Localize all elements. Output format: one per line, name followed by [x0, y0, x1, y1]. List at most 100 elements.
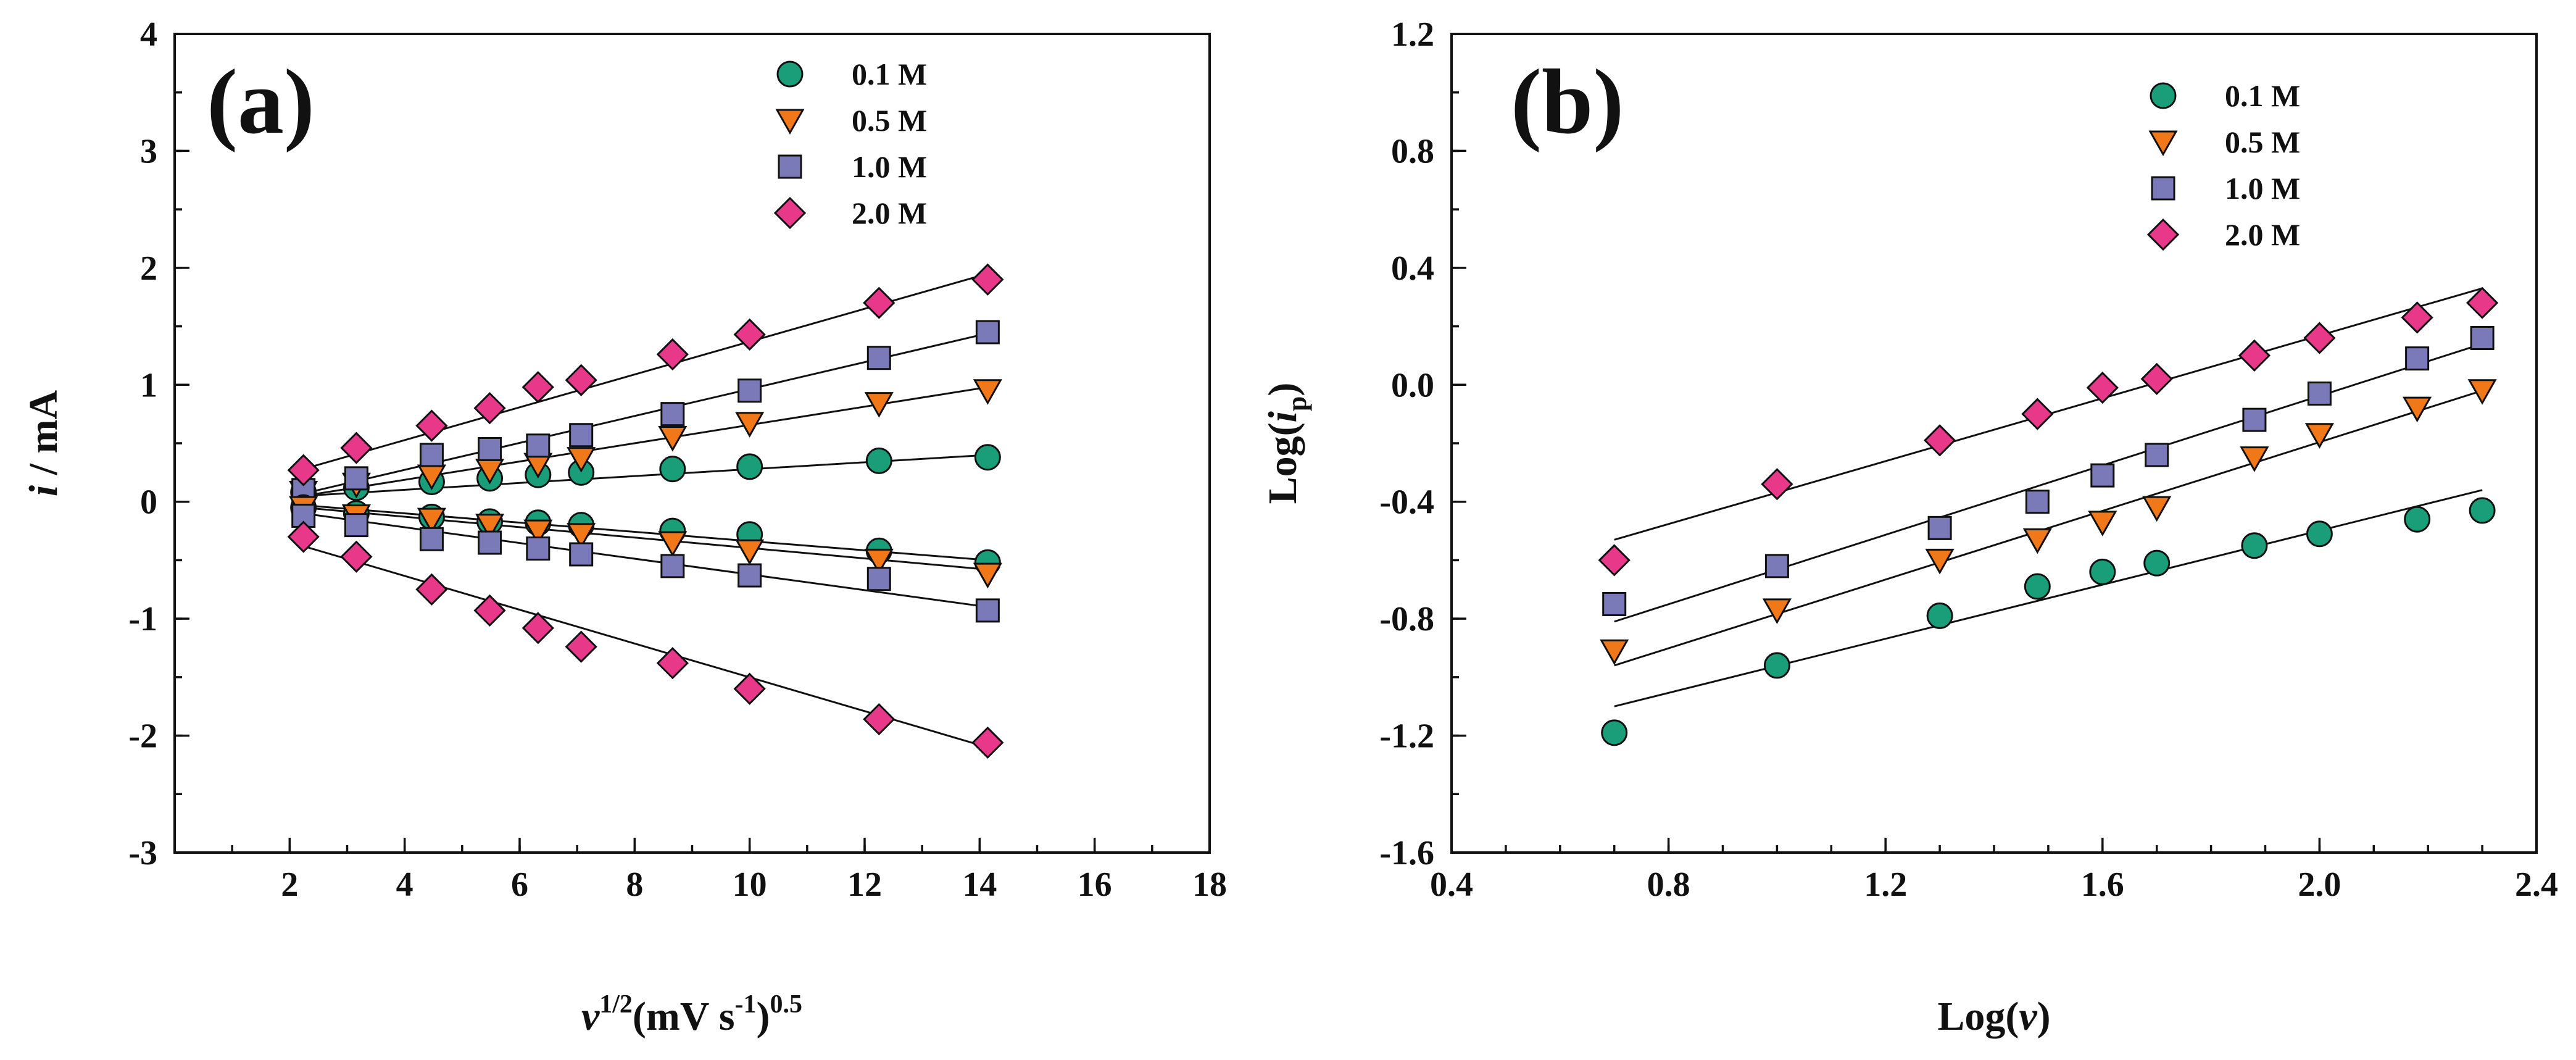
legend-b: 0.1 M 0.5 M 1.0 M 2.0 M — [2146, 78, 2300, 252]
data-point-b-0.1m — [2024, 573, 2051, 600]
y-axis-title-b-post: ) — [1260, 383, 1305, 396]
data-point-b-1.0m — [2307, 381, 2332, 406]
legend-marker-a — [778, 154, 802, 179]
legend-label-b: 0.5 M — [2225, 125, 2300, 159]
data-point-b-1.0m — [2025, 490, 2050, 514]
legend-label-b: 2.0 M — [2225, 217, 2300, 252]
data-point-a-0.5m — [973, 562, 1002, 589]
y-tick-label-b: -1.6 — [1379, 834, 1434, 872]
x-axis-title-b-post: ) — [2037, 994, 2051, 1039]
ticks-b: 0.4 0.8 1.2 1.6 2.0 2.4 -1.6 -1.2 -0.8 -0.4 0.0 0.4… — [1379, 15, 2558, 904]
data-point-b-0.5m — [1762, 598, 1792, 624]
y-tick-label-a: -3 — [128, 834, 157, 872]
data-point-b-1.0m — [2470, 326, 2495, 351]
x-tick-label-a: 2 — [281, 866, 298, 904]
legend-marker-b — [2146, 218, 2180, 251]
data-point-a-1.0m — [866, 567, 891, 591]
y-tick-label-a: 4 — [140, 15, 157, 54]
data-point-b-1.0m — [2145, 443, 2169, 467]
data-point-b-2.0m — [2086, 371, 2119, 404]
data-point-b-0.1m — [2143, 549, 2171, 577]
y-axis-title-b: Log(ip) — [1260, 383, 1312, 504]
panel-label-a: (a) — [207, 51, 315, 153]
data-point-a-2.0m — [415, 573, 448, 606]
y-tick-label-a: 1 — [140, 366, 157, 404]
x-axis-title-a-close: ) — [757, 994, 770, 1039]
fit-line-b — [1614, 489, 2483, 707]
data-point-b-0.5m — [2403, 396, 2432, 423]
y-tick-label-a: 3 — [140, 132, 157, 170]
data-point-a-0.5m — [864, 392, 894, 418]
data-point-a-1.0m — [526, 433, 551, 458]
legend-marker-b — [2148, 130, 2178, 157]
data-point-b-1.0m — [1764, 554, 1789, 578]
legend-label-a: 2.0 M — [852, 196, 927, 230]
legend-label-a: 0.5 M — [852, 103, 927, 138]
x-tick-label-a: 4 — [396, 866, 413, 904]
data-point-a-2.0m — [473, 392, 506, 425]
data-point-b-0.1m — [1601, 719, 1628, 746]
data-point-a-2.0m — [863, 286, 895, 319]
data-point-a-0.1m — [659, 456, 686, 483]
data-point-a-2.0m — [287, 454, 320, 486]
data-point-a-0.5m — [417, 507, 447, 534]
data-point-a-1.0m — [478, 530, 502, 555]
y-tick-label-b: 1.2 — [1391, 15, 1434, 54]
data-point-b-2.0m — [2401, 301, 2433, 334]
x-axis-title-a: ν1/2(mV s-1)0.5 — [581, 990, 802, 1039]
data-point-a-2.0m — [971, 726, 1004, 759]
data-point-b-2.0m — [2021, 398, 2054, 430]
data-point-b-0.1m — [2089, 558, 2116, 585]
legend-label-a: 1.0 M — [852, 149, 927, 184]
data-point-b-0.5m — [2240, 446, 2269, 472]
y-axis-title-a: i / mA — [21, 390, 66, 497]
data-point-a-1.0m — [344, 466, 368, 491]
data-point-a-0.1m — [736, 453, 763, 480]
data-point-b-0.1m — [1763, 652, 1790, 679]
data-point-b-2.0m — [2303, 322, 2336, 354]
data-point-a-2.0m — [733, 672, 766, 705]
y-tick-label-b: -0.4 — [1379, 483, 1434, 522]
data-point-a-2.0m — [521, 370, 554, 404]
plot-frame-a — [173, 33, 1211, 854]
data-point-b-0.5m — [2088, 511, 2117, 536]
x-axis-title-a-sup3: 0.5 — [770, 990, 803, 1019]
x-tick-label-a: 14 — [962, 866, 997, 904]
data-point-a-0.5m — [735, 539, 765, 565]
data-point-a-1.0m — [660, 554, 685, 578]
x-tick-label-a: 16 — [1078, 866, 1112, 904]
data-point-b-2.0m — [1923, 424, 1956, 457]
fit-line-b — [1614, 343, 2483, 623]
legend-marker-a — [775, 109, 805, 135]
data-point-a-0.5m — [523, 519, 553, 546]
data-point-b-1.0m — [2090, 463, 2115, 488]
data-point-a-1.0m — [419, 443, 444, 467]
panel-label-b: (b) — [1511, 51, 1624, 153]
y-tick-label-a: -1 — [128, 600, 157, 638]
fit-line-b — [1614, 390, 2483, 667]
data-point-a-0.5m — [567, 523, 596, 549]
x-tick-label-b: 0.4 — [1430, 866, 1473, 904]
legend-marker-a — [776, 61, 804, 88]
data-point-a-0.5m — [864, 548, 894, 575]
data-point-b-1.0m — [2405, 346, 2430, 371]
x-tick-label-b: 2.4 — [2515, 866, 2558, 904]
x-axis-title-a-nu: ν — [581, 994, 600, 1039]
data-point-a-0.5m — [973, 379, 1002, 405]
x-tick-label-a: 12 — [847, 866, 882, 904]
data-point-b-2.0m — [1761, 468, 1793, 501]
x-tick-label-b: 1.2 — [1864, 866, 1907, 904]
y-tick-label-a: 0 — [140, 483, 157, 522]
data-point-a-1.0m — [737, 563, 762, 588]
y-tick-label-a: -2 — [128, 717, 157, 756]
data-point-a-2.0m — [565, 364, 597, 396]
fit-line-a — [303, 512, 988, 608]
data-point-b-0.5m — [2142, 496, 2172, 522]
data-points-a — [287, 263, 1004, 759]
y-axis-title-a-italic: i — [21, 485, 66, 496]
data-point-a-0.5m — [658, 426, 688, 452]
data-point-a-1.0m — [737, 378, 762, 403]
legend-label-b: 0.1 M — [2225, 78, 2300, 113]
